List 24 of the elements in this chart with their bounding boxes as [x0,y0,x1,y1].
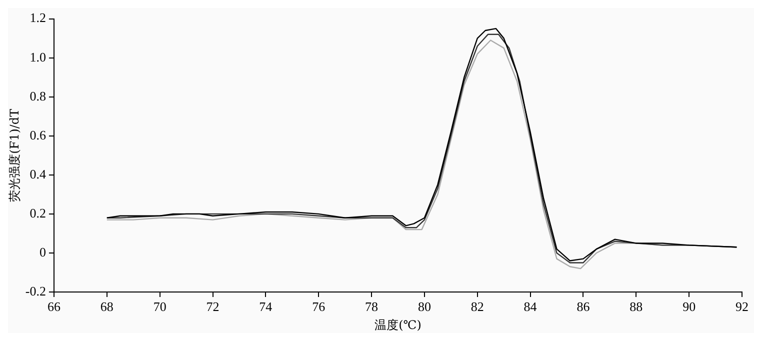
x-tick-label: 72 [206,299,220,314]
y-axis-title: 荧光强度(F1)/dT [7,108,22,202]
y-tick-label: -0.2 [25,283,46,298]
y-tick-label: 1.0 [30,49,46,64]
y-tick-label: 0.4 [30,166,46,182]
x-tick-label: 70 [153,299,166,314]
x-tick-label: 92 [736,299,748,314]
x-tick-label: 82 [470,299,484,314]
x-tick-label: 66 [47,299,61,314]
x-tick-label: 84 [524,299,538,314]
x-tick-label: 88 [630,299,643,314]
x-tick-label: 80 [418,299,431,314]
y-tick-label: 1.2 [30,10,46,26]
x-tick-label: 76 [312,299,326,314]
y-tick-label: 0.2 [30,205,46,220]
x-tick-label: 78 [365,299,378,314]
y-tick-label: 0 [39,244,46,260]
x-axis-title: 温度(℃) [374,318,422,332]
x-tick-label: 74 [259,299,273,314]
y-tick-label: 0.8 [30,88,46,104]
x-tick-label: 86 [576,299,590,314]
y-tick-label: 0.6 [30,127,46,142]
x-tick-label: 90 [682,299,696,314]
x-tick-label: 68 [100,299,114,314]
